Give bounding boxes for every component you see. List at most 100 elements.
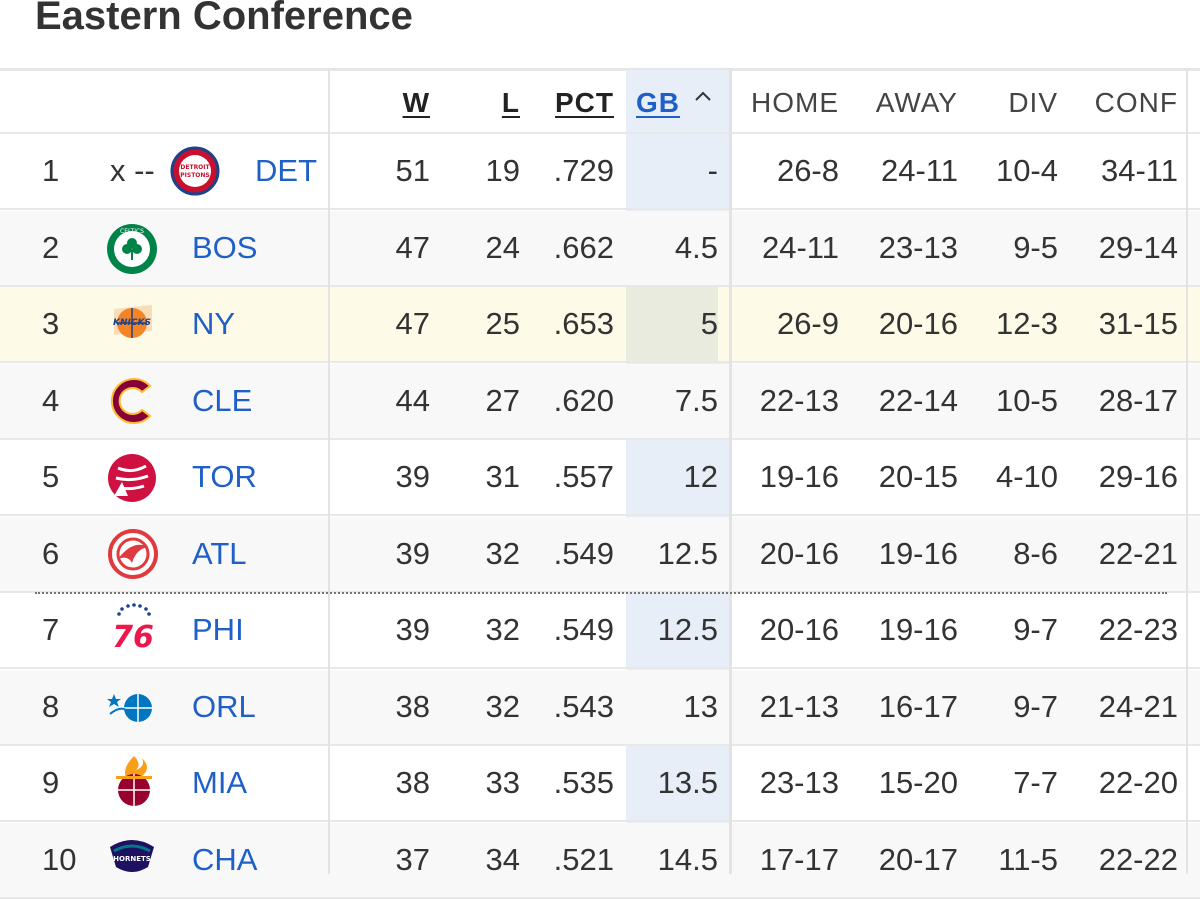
team-link[interactable]: NY [192,306,236,341]
column-header-w[interactable]: W [402,87,430,118]
wins-cell: 44 [395,383,430,418]
away-record-cell: 20-17 [878,842,958,877]
pct-cell: .549 [553,536,614,571]
table-row[interactable]: 2 CELTICS BOS 47 24 .662 4.5 24-11 23-13… [0,211,1200,287]
svg-text:HORNETS: HORNETS [113,855,151,863]
knicks-logo[interactable]: KNICKS [108,301,158,352]
team-link[interactable]: MIA [192,765,248,800]
hawks-logo[interactable] [108,529,158,584]
table-row[interactable]: 6 ATL 39 32 .549 12.5 20-16 19-16 8-6 22… [0,517,1200,593]
conf-record-cell: 29-14 [1098,230,1178,265]
chevron-up-icon[interactable] [692,86,714,108]
column-header-pct[interactable]: PCT [555,87,614,118]
team-link[interactable]: DET [255,153,317,188]
team-link[interactable]: CLE [192,383,253,418]
gb-cell: 13.5 [657,765,718,800]
div-record-cell: 12-3 [995,306,1058,341]
gb-cell: 12 [683,459,718,494]
table-top-border [0,68,1200,71]
page-title: Eastern Conference [35,0,413,38]
wins-cell: 37 [395,842,430,877]
table-row[interactable]: 7 76 PHI 39 32 .549 12.5 20-16 19-16 9-7… [0,593,1200,669]
rank-cell: 8 [42,689,60,724]
column-divider-team [328,68,330,874]
div-record-cell: 10-4 [995,153,1058,188]
celtics-logo[interactable]: CELTICS [106,223,158,280]
losses-cell: 32 [485,689,520,724]
conf-record-cell: 24-21 [1098,689,1178,724]
svg-text:DETROIT: DETROIT [180,164,210,171]
losses-cell: 32 [485,612,520,647]
away-record-cell: 24-11 [881,153,958,188]
conf-record-cell: 22-21 [1098,536,1178,571]
76ers-logo[interactable]: 76 [108,601,158,658]
gb-cell: 14.5 [657,842,718,877]
table-row[interactable]: 1 x -- DETROIT PISTONS DET 51 19 .729 - 2… [0,134,1200,210]
away-record-cell: 16-17 [878,689,958,724]
pct-cell: .543 [553,689,614,724]
losses-cell: 33 [485,765,520,800]
wins-cell: 47 [395,306,430,341]
team-link[interactable]: CHA [192,842,258,877]
pct-cell: .662 [553,230,614,265]
rank-cell: 9 [42,765,60,800]
magic-logo[interactable] [106,686,158,735]
column-header-away[interactable]: AWAY [875,87,958,118]
pct-cell: .653 [553,306,614,341]
svg-text:CELTICS: CELTICS [120,228,144,235]
pct-cell: .535 [553,765,614,800]
conf-record-cell: 29-16 [1098,459,1178,494]
losses-cell: 31 [485,459,520,494]
pct-cell: .549 [553,612,614,647]
column-header-home[interactable]: HOME [751,87,839,118]
hornets-logo[interactable]: HORNETS [106,835,158,884]
table-row[interactable]: 5 TOR 39 31 .557 12 19-16 20-15 4-10 29-… [0,440,1200,516]
wins-cell: 39 [395,459,430,494]
table-row[interactable]: 3 KNICKS NY 47 25 .653 5 26-9 20-16 12-3… [0,287,1200,363]
home-record-cell: 24-11 [762,230,839,265]
pistons-logo[interactable]: DETROIT PISTONS [170,146,220,201]
away-record-cell: 15-20 [878,765,958,800]
svg-text:PISTONS: PISTONS [180,172,210,179]
div-record-cell: 4-10 [995,459,1058,494]
table-row[interactable]: 9 MIA 38 33 .535 13.5 23-13 15-20 7-7 22… [0,746,1200,822]
column-header-gb[interactable]: GB [636,87,680,118]
conf-record-cell: 22-20 [1098,765,1178,800]
team-link[interactable]: ORL [192,689,256,724]
losses-cell: 19 [485,153,520,188]
rank-cell: 2 [42,230,60,265]
table-row[interactable]: 8 ORL 38 32 .543 13 21-13 16-17 9-7 24-2… [0,670,1200,746]
rank-cell: 5 [42,459,60,494]
home-record-cell: 22-13 [759,383,839,418]
losses-cell: 24 [485,230,520,265]
column-divider-gb [729,68,732,874]
pct-cell: .521 [553,842,614,877]
table-header: W L PCT GB HOME AWAY DIV CONF [0,70,1200,134]
svg-text:76: 76 [112,620,154,653]
raptors-logo[interactable] [106,452,158,509]
rank-cell: 4 [42,383,60,418]
team-link[interactable]: ATL [192,536,247,571]
column-header-div[interactable]: DIV [1008,87,1058,118]
team-link[interactable]: BOS [192,230,258,265]
team-link[interactable]: TOR [192,459,257,494]
cavaliers-logo[interactable] [106,376,158,431]
conf-record-cell: 28-17 [1098,383,1178,418]
team-link[interactable]: PHI [192,612,244,647]
rank-cell: 3 [42,306,60,341]
gb-cell: 7.5 [674,383,718,418]
table-row[interactable]: 10 HORNETS CHA 37 34 .521 14.5 17-17 20-… [0,823,1200,899]
wins-cell: 39 [395,536,430,571]
gb-cell: 12.5 [657,536,718,571]
gb-cell: 4.5 [674,230,718,265]
table-row[interactable]: 4 CLE 44 27 .620 7.5 22-13 22-14 10-5 28… [0,364,1200,440]
away-record-cell: 20-15 [878,459,958,494]
pct-cell: .620 [553,383,614,418]
home-record-cell: 20-16 [759,536,839,571]
column-header-l[interactable]: L [501,87,520,118]
wins-cell: 39 [395,612,430,647]
div-record-cell: 10-5 [995,383,1058,418]
clinch-indicator: x -- [110,153,155,188]
heat-logo[interactable] [108,754,158,813]
column-header-conf[interactable]: CONF [1094,87,1178,118]
